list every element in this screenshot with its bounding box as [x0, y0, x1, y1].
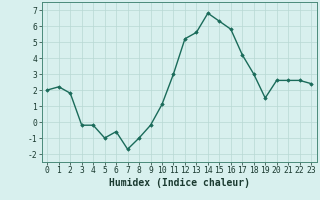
X-axis label: Humidex (Indice chaleur): Humidex (Indice chaleur) — [109, 178, 250, 188]
